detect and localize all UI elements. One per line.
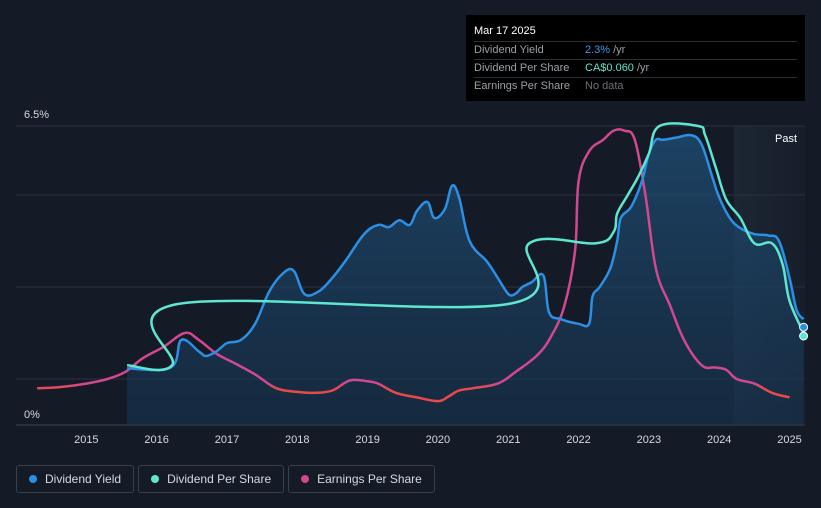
x-tick-label: 2022 bbox=[566, 434, 590, 446]
legend-item-dividend-per-share[interactable]: Dividend Per Share bbox=[138, 465, 285, 493]
y-tick-label: 0% bbox=[24, 409, 40, 421]
tooltip-date: Mar 17 2025 bbox=[474, 21, 797, 42]
dividend-per-share-line bbox=[126, 122, 805, 372]
legend-dot-icon bbox=[301, 475, 310, 483]
past-label: Past bbox=[775, 133, 797, 145]
dividend-per-share-end-point bbox=[799, 331, 809, 341]
dividend-yield-line bbox=[127, 133, 805, 372]
tooltip-value: No data bbox=[585, 80, 624, 92]
x-tick-label: 2018 bbox=[285, 434, 309, 446]
earnings-per-share-line bbox=[37, 128, 790, 403]
tooltip-label: Earnings Per Share bbox=[474, 80, 570, 92]
x-tick-label: 2021 bbox=[496, 434, 520, 446]
tooltip-row-earnings-per-share: Earnings Per Share No data bbox=[474, 78, 797, 95]
x-tick-label: 2023 bbox=[637, 434, 661, 446]
legend-item-earnings-per-share[interactable]: Earnings Per Share bbox=[288, 465, 435, 493]
x-tick-label: 2025 bbox=[777, 434, 801, 446]
x-tick-label: 2015 bbox=[74, 434, 98, 446]
tooltip-value: 2.3% bbox=[585, 44, 611, 56]
x-tick-label: 2016 bbox=[144, 434, 168, 446]
x-tick-label: 2020 bbox=[426, 434, 450, 446]
tooltip-unit: /yr bbox=[613, 44, 626, 56]
tooltip-unit: /yr bbox=[636, 62, 650, 74]
x-tick-label: 2019 bbox=[355, 434, 379, 446]
legend-label: Dividend Yield bbox=[45, 472, 122, 486]
legend-dot-icon bbox=[29, 475, 37, 483]
x-tick-label: 2017 bbox=[215, 434, 239, 446]
x-tick-label: 2024 bbox=[707, 434, 731, 446]
tooltip-row-dividend-yield: Dividend Yield 2.3% /yr bbox=[474, 42, 797, 60]
tooltip-panel: Mar 17 2025 Dividend Yield 2.3% /yr Divi… bbox=[466, 15, 805, 101]
tooltip-value: CA$0.060 bbox=[585, 62, 634, 74]
y-tick-label: 6.5% bbox=[24, 109, 49, 121]
legend: Dividend Yield Dividend Per Share Earnin… bbox=[16, 465, 435, 493]
dividend-yield-end-point bbox=[799, 322, 809, 332]
legend-item-dividend-yield[interactable]: Dividend Yield bbox=[16, 465, 135, 493]
legend-dot-icon bbox=[151, 475, 160, 483]
tooltip-label: Dividend Yield bbox=[474, 44, 544, 56]
tooltip-label: Dividend Per Share bbox=[474, 62, 570, 74]
tooltip-row-dividend-per-share: Dividend Per Share CA$0.060 /yr bbox=[474, 60, 797, 78]
legend-label: Earnings Per Share bbox=[317, 472, 422, 486]
dividend-yield-area bbox=[127, 134, 804, 425]
legend-label: Dividend Per Share bbox=[167, 472, 272, 486]
